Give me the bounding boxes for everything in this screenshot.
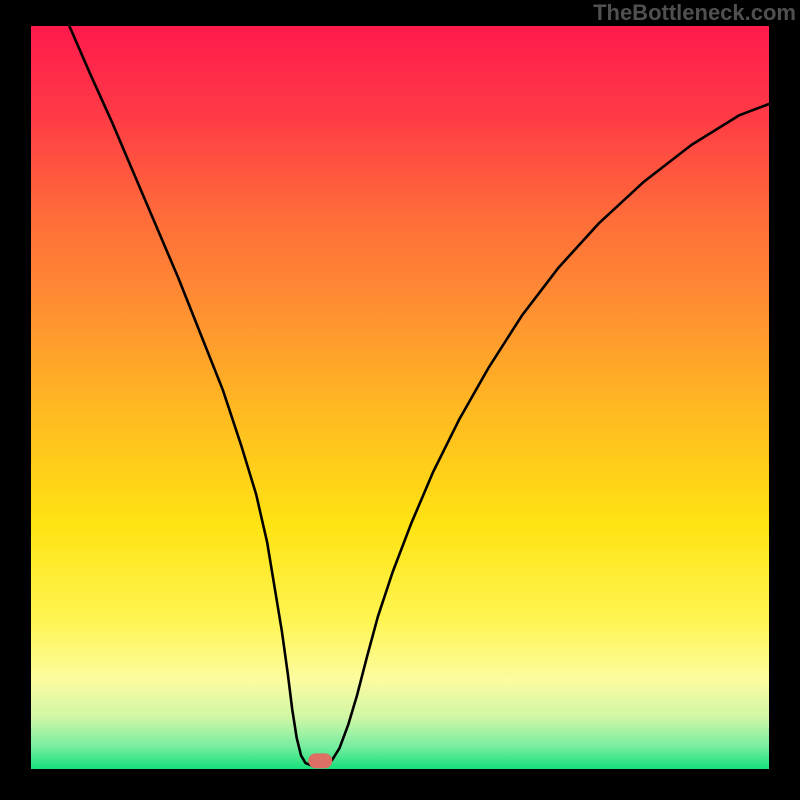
chart-svg	[0, 0, 800, 800]
plot-background	[31, 26, 769, 769]
optimal-point-marker	[308, 753, 332, 768]
bottleneck-chart: TheBottleneck.com	[0, 0, 800, 800]
